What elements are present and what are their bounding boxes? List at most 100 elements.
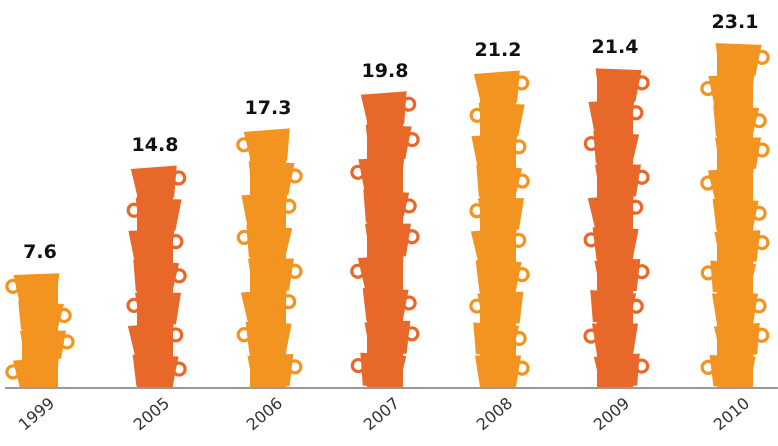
bar-2007 — [350, 91, 420, 389]
cup-icon — [365, 223, 420, 257]
cup-handle — [404, 326, 420, 342]
cup-handle — [583, 232, 599, 248]
cup-icon — [132, 354, 187, 388]
cup-icon — [470, 227, 527, 263]
cup-icon — [590, 289, 644, 325]
cup-handle — [236, 327, 252, 343]
cup-icon — [127, 322, 184, 357]
cup-handle — [754, 49, 770, 65]
cup-handle — [754, 327, 770, 343]
cup-icon — [133, 259, 187, 295]
cup-icon — [130, 165, 187, 200]
cup-handle — [126, 202, 142, 218]
cup-icon — [595, 68, 650, 102]
cup-handle — [628, 298, 644, 314]
cup-icon — [5, 357, 59, 389]
cup-handle — [700, 175, 716, 191]
cup-handle — [634, 358, 650, 374]
cup-handle — [350, 357, 366, 374]
cup-icon — [583, 131, 640, 166]
cup-icon — [475, 260, 530, 294]
x-tick-label: 2009 — [590, 393, 633, 434]
cup-icon — [713, 322, 770, 358]
cup-handle — [583, 328, 599, 344]
cup-handle — [628, 105, 644, 121]
cup-icon — [360, 91, 417, 127]
cup-icon — [583, 323, 638, 356]
value-label: 23.1 — [712, 11, 759, 33]
cup-handle — [754, 235, 770, 251]
cup-icon — [700, 260, 757, 295]
cup-icon — [469, 291, 524, 325]
cup-icon — [471, 134, 527, 168]
cup-handle — [404, 229, 420, 245]
cup-handle — [514, 75, 530, 91]
x-tick-label: 2005 — [130, 393, 173, 434]
cup-handle — [514, 173, 530, 189]
cup-icon — [469, 198, 524, 230]
x-tick-label: 2010 — [710, 393, 753, 434]
cup-handle — [401, 96, 417, 112]
cup-icon — [594, 259, 650, 293]
cup-handle — [700, 80, 716, 97]
x-tick-label: 2006 — [243, 393, 286, 434]
cup-icon — [18, 300, 72, 332]
cup-icon — [700, 166, 754, 202]
bar-2009 — [583, 68, 650, 389]
cup-icon — [128, 229, 184, 263]
bar-2010 — [700, 43, 770, 388]
cup-icon — [473, 70, 530, 105]
cup-icon — [362, 288, 417, 323]
cup-icon — [241, 193, 297, 228]
cup-icon — [364, 320, 420, 356]
cup-handle — [59, 334, 75, 350]
cup-handle — [171, 361, 187, 377]
cup-icon — [363, 189, 417, 225]
cup-handle — [634, 75, 650, 91]
cup-handle — [5, 278, 21, 294]
cup-icon — [700, 354, 756, 388]
cup-icon — [350, 254, 404, 291]
cup-handle — [350, 263, 366, 279]
cup-handle — [511, 232, 527, 248]
cup-icon — [712, 199, 767, 232]
bar-1999 — [5, 273, 75, 389]
cup-handle — [404, 132, 420, 148]
cup-handle — [236, 229, 252, 246]
cup-handle — [126, 297, 142, 313]
cup-handle — [281, 198, 297, 214]
cup-handle — [171, 268, 187, 284]
cup-icon — [595, 164, 650, 197]
value-label: 17.3 — [245, 97, 292, 119]
cup-icon — [365, 124, 420, 159]
cup-handle — [514, 360, 530, 376]
cup-icon — [236, 224, 293, 260]
bar-2006 — [236, 128, 303, 388]
cup-handle — [287, 168, 303, 184]
cup-handle — [511, 330, 527, 347]
cup-icon — [476, 164, 530, 200]
cup-icon — [247, 354, 303, 388]
cup-handle — [751, 113, 767, 129]
cup-handle — [236, 137, 252, 153]
cup-handle — [171, 170, 187, 186]
x-tick-label: 1999 — [15, 393, 58, 434]
cup-handle — [56, 307, 72, 324]
value-label: 7.6 — [23, 241, 57, 263]
cup-handle — [514, 266, 530, 283]
value-label: 14.8 — [132, 134, 179, 156]
cup-handle — [469, 107, 485, 123]
cup-handle — [634, 264, 650, 280]
cup-handle — [287, 263, 303, 279]
cup-handle — [634, 169, 650, 185]
cup-icon — [20, 330, 75, 359]
cup-handle — [469, 203, 485, 219]
cup-icon — [588, 100, 644, 134]
bar-2008 — [469, 70, 530, 388]
bar-2005 — [126, 165, 187, 388]
cup-handle — [751, 298, 767, 314]
cup-handle — [350, 164, 366, 180]
cup-handle — [700, 359, 716, 375]
cup-handle — [754, 142, 770, 158]
